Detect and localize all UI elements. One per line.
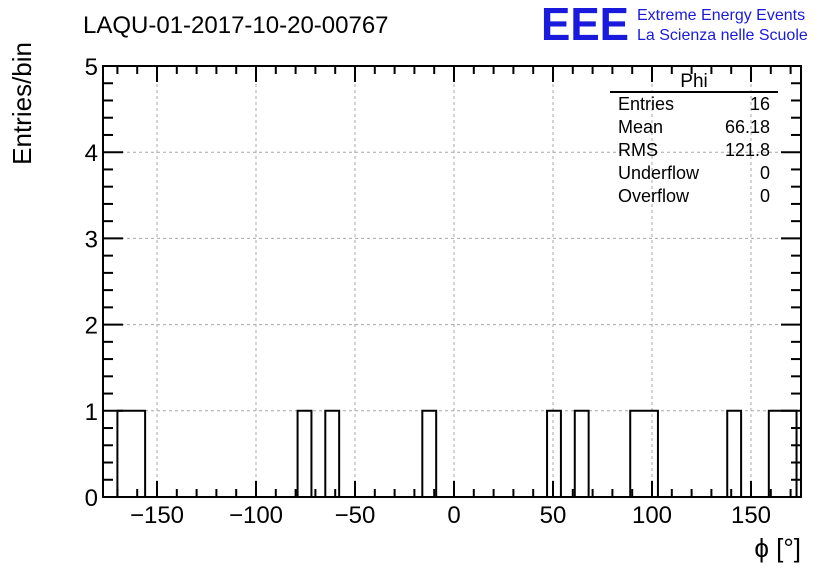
- stats-row-value: 16: [750, 94, 770, 114]
- x-tick-label: 0: [447, 502, 460, 529]
- x-tick-label: −50: [335, 502, 376, 529]
- logo-line-2: La Scienza nelle Scuole: [637, 27, 808, 44]
- stats-row-label: RMS: [618, 140, 658, 160]
- logo-letters: EEE: [541, 0, 629, 50]
- x-tick-label: −150: [130, 502, 184, 529]
- eee-logo: EEE Extreme Energy Events La Scienza nel…: [541, 0, 808, 50]
- stats-row-value: 0: [760, 163, 770, 183]
- x-tick-label: 150: [731, 502, 771, 529]
- y-tick-label: 3: [85, 226, 98, 253]
- x-tick-label: 100: [632, 502, 672, 529]
- axes: −150 −100 −50 0 50 100 150 0 1 2 3 4 5: [85, 54, 802, 529]
- stats-row-label: Entries: [618, 94, 674, 114]
- y-tick-label: 2: [85, 313, 98, 340]
- stats-title: Phi: [680, 71, 707, 92]
- logo-line-1: Extreme Energy Events: [637, 7, 805, 24]
- stats-row-label: Overflow: [618, 186, 690, 206]
- y-tick-label: 0: [85, 485, 98, 512]
- stats-row-label: Mean: [618, 117, 663, 137]
- x-axis-title: ϕ [°]: [754, 533, 801, 563]
- run-title: LAQU-01-2017-10-20-00767: [83, 12, 389, 39]
- y-axis-title: Entries/bin: [7, 42, 37, 165]
- stats-box: Phi Entries 16 Mean 66.18 RMS 121.8 Underflow 0…: [610, 71, 778, 206]
- y-tick-label: 1: [85, 399, 98, 426]
- y-tick-label: 5: [85, 54, 98, 81]
- x-tick-label: −100: [229, 502, 283, 529]
- stats-row-value: 66.18: [725, 117, 770, 137]
- stats-row-label: Underflow: [618, 163, 700, 183]
- y-tick-label: 4: [85, 140, 98, 167]
- plot-frame: [102, 65, 802, 498]
- stats-row-value: 121.8: [725, 140, 770, 160]
- stats-row-value: 0: [760, 186, 770, 206]
- x-tick-label: 50: [540, 502, 567, 529]
